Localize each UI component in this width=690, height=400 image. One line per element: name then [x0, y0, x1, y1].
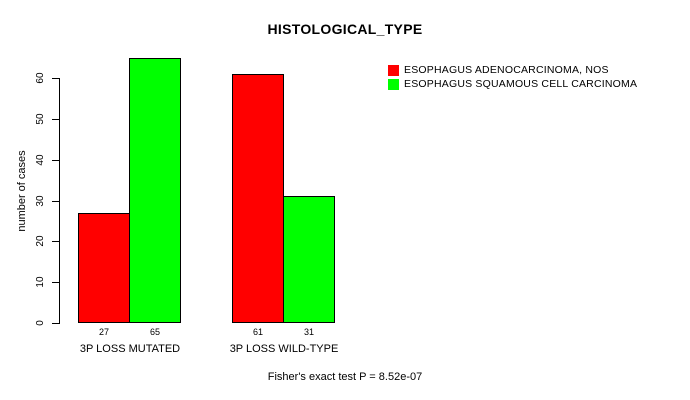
y-axis-tick-label: 20: [35, 235, 46, 247]
y-axis-tick: [52, 282, 59, 283]
bar-value-label: 65: [149, 327, 160, 337]
legend-item: ESOPHAGUS SQUAMOUS CELL CARCINOMA: [388, 77, 637, 91]
y-axis-tick: [52, 78, 59, 79]
annotation-text: Fisher's exact test P = 8.52e-07: [267, 371, 423, 383]
y-axis-tick-label: 50: [35, 113, 46, 125]
bar: [78, 213, 130, 323]
legend-swatch-icon: [388, 78, 399, 90]
bar: [283, 196, 335, 323]
y-axis-line: [59, 78, 60, 324]
legend: ESOPHAGUS ADENOCARCINOMA, NOS ESOPHAGUS S…: [388, 63, 637, 91]
y-axis-tick-label: 60: [35, 72, 46, 84]
y-axis-tick: [52, 201, 59, 202]
legend-swatch-icon: [388, 64, 399, 76]
y-axis-tick-label: 40: [35, 154, 46, 166]
legend-item: ESOPHAGUS ADENOCARCINOMA, NOS: [388, 63, 637, 77]
bar: [232, 74, 284, 323]
bar-value-label: 27: [98, 327, 109, 337]
y-axis-tick: [52, 119, 59, 120]
y-axis-tick: [52, 323, 59, 324]
y-axis-tick: [52, 241, 59, 242]
y-axis-tick-label: 0: [35, 320, 46, 326]
y-axis-tick: [52, 160, 59, 161]
bar-value-label: 31: [303, 327, 314, 337]
legend-label: ESOPHAGUS SQUAMOUS CELL CARCINOMA: [404, 78, 638, 90]
y-axis-tick-label: 10: [35, 276, 46, 288]
chart-title: HISTOLOGICAL_TYPE: [267, 21, 423, 37]
legend-label: ESOPHAGUS ADENOCARCINOMA, NOS: [404, 64, 609, 76]
y-axis-tick-label: 30: [35, 195, 46, 207]
category-label: 3P LOSS MUTATED: [79, 343, 181, 355]
bar-value-label: 61: [252, 327, 263, 337]
y-axis-title: number of cases: [16, 150, 28, 232]
bar: [129, 58, 181, 323]
category-label: 3P LOSS WILD-TYPE: [229, 343, 339, 355]
